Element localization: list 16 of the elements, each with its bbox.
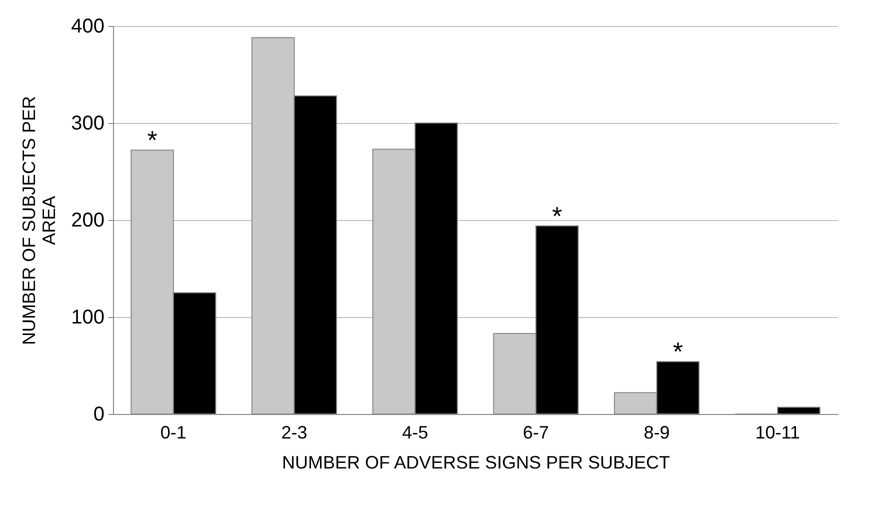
y-tick-label: 200 <box>71 210 104 232</box>
x-tick-label: 6-7 <box>522 422 549 442</box>
y-tick-label: 0 <box>93 404 104 426</box>
x-tick-label: 4-5 <box>402 422 428 442</box>
x-tick-label: 10-11 <box>755 422 800 442</box>
annotation: * <box>672 336 683 367</box>
y-axis-title: NUMBER OF SUBJECTS PER AREA <box>19 96 60 346</box>
x-axis-title: NUMBER OF ADVERSE SIGNS PER SUBJECT <box>282 452 670 472</box>
y-tick-label: 100 <box>71 306 104 328</box>
x-tick-label: 8-9 <box>644 422 670 442</box>
annotation: * <box>147 125 158 156</box>
annotation: * <box>552 200 562 231</box>
y-tick-label: 300 <box>71 112 104 134</box>
x-tick-label: 0-1 <box>160 422 186 442</box>
y-tick-label: 400 <box>71 16 104 38</box>
x-tick-label: 2-3 <box>281 422 308 442</box>
